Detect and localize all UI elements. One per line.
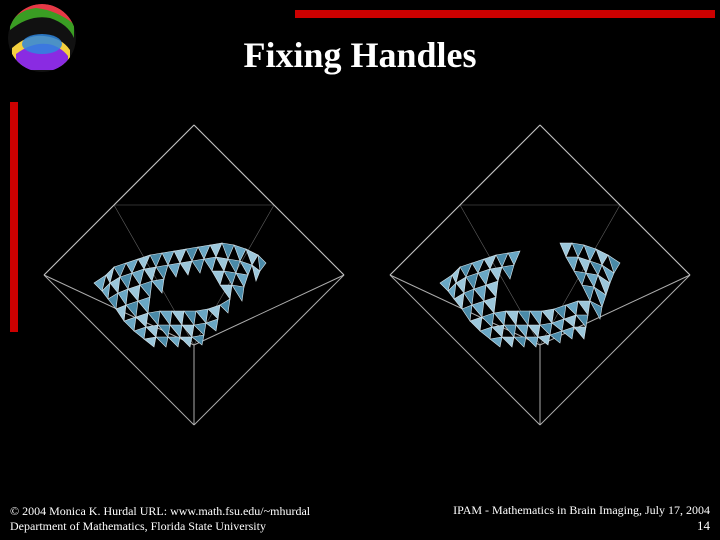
footer-copyright: © 2004 Monica K. Hurdal URL: www.math.fs…	[10, 504, 310, 519]
footer-department: Department of Mathematics, Florida State…	[10, 519, 310, 534]
mesh-panel-right	[380, 115, 700, 435]
footer-right: IPAM - Mathematics in Brain Imaging, Jul…	[453, 503, 710, 534]
footer-left: © 2004 Monica K. Hurdal URL: www.math.fs…	[10, 504, 310, 534]
top-accent-bar	[295, 10, 715, 18]
figure-area	[28, 105, 708, 475]
mesh-svg-left	[34, 115, 354, 435]
left-accent-bar	[10, 102, 18, 332]
page-number: 14	[453, 518, 710, 534]
footer-venue: IPAM - Mathematics in Brain Imaging, Jul…	[453, 503, 710, 518]
mesh-svg-right	[380, 115, 700, 435]
slide-title: Fixing Handles	[0, 34, 720, 76]
mesh-panel-left	[34, 115, 354, 435]
